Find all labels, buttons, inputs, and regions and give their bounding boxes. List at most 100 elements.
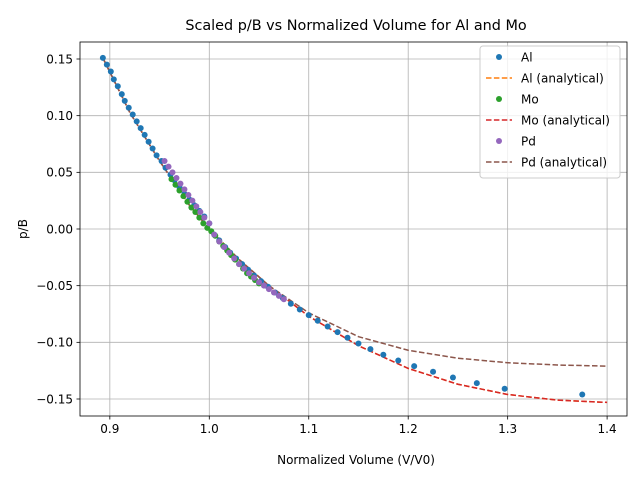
mo-point [196,214,203,221]
pd-point [206,220,213,227]
pd-point [256,279,263,286]
al-point [334,329,341,336]
pd-point [211,231,218,238]
pd-point [185,192,192,198]
pd-point [265,286,272,293]
mo-point [176,187,183,194]
pd-point [280,296,287,303]
pd-point [260,282,267,289]
x-tick-label: 1.0 [200,422,219,436]
al-point [449,374,456,381]
pd-point [169,169,176,176]
al-point [579,391,586,398]
al-point [355,340,362,347]
pd-point [231,255,238,262]
al-point [287,300,294,307]
al-point [129,111,136,118]
mo-point [192,209,199,215]
mo-point [180,193,187,200]
x-tick-label: 1.1 [299,422,318,436]
pd-point [193,203,200,210]
al-point [133,118,140,125]
chart-title: Scaled p/B vs Normalized Volume for Al a… [185,18,527,34]
mo-point [200,220,207,227]
legend-label-pd-analytical: Pd (analytical) [521,155,607,169]
legend-marker-pd [496,138,502,144]
al-point [367,346,374,353]
legend: Al Al (analytical) Mo Mo (analytical) Pd Pd (… [479,45,621,179]
pd-point [241,265,248,272]
al-point [153,152,160,159]
pd-point [246,270,253,277]
al-point [103,61,110,68]
legend-label-al-analytical: Al (analytical) [521,71,604,85]
mo-point [168,176,175,183]
mo-point [172,181,179,188]
al-point [107,68,114,75]
al-point [145,138,152,145]
y-tick-label: −0.10 [36,336,73,350]
al-point [324,323,331,330]
pd-point [177,180,184,187]
pd-point [161,158,168,164]
data-points [99,54,586,398]
al-point [118,91,125,98]
al-point [110,76,117,83]
al-point [473,380,480,387]
legend-box [479,45,621,179]
pd-point [197,209,204,215]
pd-point [201,214,208,221]
axis-ticks: 0.9 1.0 1.1 1.2 1.3 1.4 −0.15 −0.10 −0.05 0.00 0.0… [36,52,616,436]
x-axis-title: Normalized Volume (V/V0) [277,453,435,467]
y-tick-label: 0.00 [46,222,73,236]
mo-point [204,224,211,231]
pd-point [221,244,228,251]
y-axis-title: p/B [16,219,30,239]
y-tick-label: −0.05 [36,279,73,293]
pd-point [216,238,223,245]
al-point [125,104,132,111]
x-tick-label: 1.4 [598,422,617,436]
pd-point [181,186,188,193]
al-point [121,97,128,104]
legend-label-pd: Pd [521,134,536,148]
mo-point [184,198,191,205]
al-point [296,306,303,313]
al-point [501,385,508,392]
pd-point [226,249,233,256]
legend-label-mo: Mo [521,92,539,106]
pd-point [236,261,243,268]
al-point [141,131,148,138]
pd-point [165,163,172,170]
y-tick-label: 0.15 [46,52,73,66]
al-point [305,312,312,319]
legend-marker-al [496,54,502,60]
al-point [411,363,418,370]
al-point [314,317,321,324]
y-tick-label: 0.10 [46,109,73,123]
x-tick-label: 1.3 [498,422,517,436]
al-point [149,145,156,152]
y-tick-label: 0.05 [46,166,73,180]
al-point [380,351,387,358]
legend-marker-mo [496,96,502,102]
legend-label-al: Al [521,50,533,64]
y-tick-label: −0.15 [36,392,73,406]
al-point [114,83,121,90]
x-tick-label: 0.9 [100,422,119,436]
mo-point [188,204,195,211]
al-point [395,357,402,364]
pd-point [251,274,258,281]
pd-point [275,292,282,299]
al-point [137,125,144,132]
pd-point [270,289,277,296]
al-point [430,368,437,375]
al-point [344,334,351,341]
pd-point [189,197,196,204]
legend-label-mo-analytical: Mo (analytical) [521,113,610,127]
pd-point [173,175,180,181]
x-tick-label: 1.2 [399,422,418,436]
al-point [99,54,106,61]
